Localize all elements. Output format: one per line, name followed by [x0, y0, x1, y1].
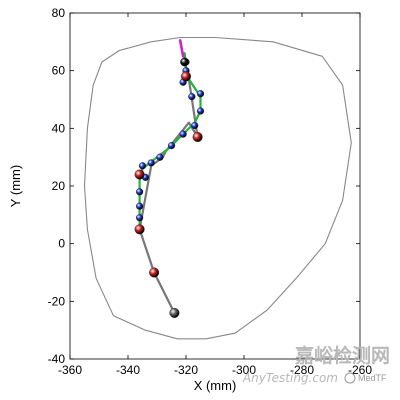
blue-point — [156, 153, 164, 161]
x-tick-label: -340 — [116, 363, 140, 377]
blue-point — [147, 159, 155, 167]
blue-point — [138, 162, 147, 170]
watermark-cn: 嘉峪检测网 — [294, 344, 390, 367]
y-tick-label: 40 — [52, 121, 66, 135]
blue-point — [188, 92, 196, 101]
x-tick-label: -260 — [348, 363, 372, 377]
watermark: 嘉峪检测网 AnyTesting.com MedTF — [242, 344, 390, 385]
y-tick-label: 80 — [52, 6, 66, 20]
boundary-outline — [83, 36, 352, 340]
y-tick-label: -40 — [48, 352, 66, 366]
x-tick-label: -320 — [174, 363, 198, 377]
watermark-en: AnyTesting.com — [242, 371, 338, 385]
watermark-source: MedTF — [358, 373, 387, 383]
y-tick-label: 0 — [58, 237, 65, 251]
x-tick-label: -300 — [232, 363, 256, 377]
y-tick-label: 20 — [52, 179, 66, 193]
axis-ticks: -360 -340 -320 -300 -280 -260 -40 -20 0 20 40 60 80 — [48, 6, 373, 377]
blue-point — [136, 202, 144, 210]
red-point — [180, 71, 191, 82]
blue-point — [179, 130, 187, 138]
x-tick-label: -280 — [290, 363, 314, 377]
chart-marks — [83, 36, 352, 340]
blue-point — [136, 214, 144, 222]
blue-point — [196, 90, 205, 98]
black-point — [180, 57, 190, 67]
y-tick-label: -20 — [48, 294, 66, 308]
red-point — [134, 169, 145, 180]
blue-point — [196, 107, 205, 115]
y-axis-label: Y (mm) — [8, 165, 23, 207]
wechat-icon — [344, 372, 356, 384]
magenta-path-line — [178, 39, 185, 58]
x-axis-label: X (mm) — [194, 378, 237, 393]
red-point — [192, 131, 203, 142]
x-tick-label: -360 — [58, 363, 82, 377]
gray-point — [169, 307, 180, 318]
blue-point — [136, 188, 144, 196]
blue-point — [167, 142, 176, 150]
blue-point — [191, 121, 199, 130]
plot-area — [69, 12, 361, 360]
plot-layer: -360 -340 -320 -300 -280 -260 -40 -20 0 20 40 60 80 — [48, 6, 373, 377]
y-tick-label: 60 — [52, 64, 66, 78]
red-point — [149, 267, 160, 278]
red-point — [134, 224, 145, 235]
